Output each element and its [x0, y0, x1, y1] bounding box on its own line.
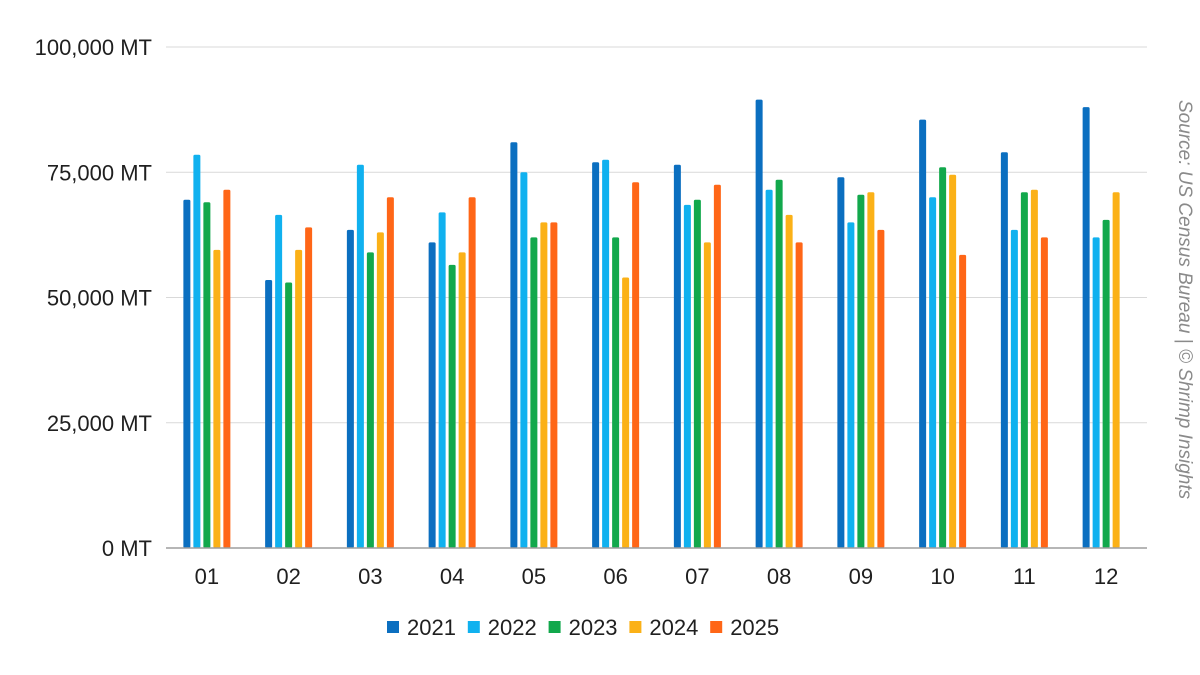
- bar-2022-04: [438, 212, 446, 548]
- x-tick-label: 05: [522, 564, 546, 589]
- bar-2025-03: [386, 197, 394, 549]
- bar-2022-01: [193, 154, 201, 548]
- bar-2024-02: [295, 249, 303, 548]
- x-tick-label: 04: [440, 564, 464, 589]
- legend-swatch: [710, 621, 723, 633]
- x-axis-ticks: 01 02 03 04 05 06 07 08 09 10 11 12: [195, 564, 1119, 589]
- legend-swatch: [467, 621, 480, 633]
- bar-2025-02: [305, 227, 313, 549]
- bar-2024-09: [867, 192, 875, 549]
- bar-2021-06: [592, 162, 600, 549]
- bar-2025-09: [877, 229, 885, 549]
- bar-2023-12: [1102, 219, 1110, 548]
- bar-2023-05: [530, 237, 538, 548]
- bar-2022-12: [1092, 237, 1100, 548]
- x-tick-label: 07: [685, 564, 709, 589]
- bar-2023-11: [1020, 192, 1028, 549]
- legend-item-2023: 2023: [548, 615, 618, 640]
- y-tick-label: 75,000 MT: [47, 160, 152, 185]
- legend-label: 2024: [649, 615, 698, 640]
- bar-2025-01: [223, 189, 231, 548]
- y-tick-label: 0 MT: [102, 536, 152, 561]
- bar-2022-03: [356, 164, 364, 549]
- legend-label: 2025: [730, 615, 779, 640]
- gridlines: [166, 46, 1147, 424]
- bar-2022-05: [520, 172, 528, 548]
- legend-swatch: [387, 621, 399, 633]
- bar-2024-05: [540, 222, 548, 548]
- x-tick-label: 01: [195, 564, 219, 589]
- bar-2025-08: [795, 242, 803, 548]
- legend-swatch: [548, 621, 561, 633]
- bar-2021-12: [1082, 107, 1090, 549]
- x-tick-label: 03: [358, 564, 382, 589]
- bar-2023-10: [939, 167, 947, 549]
- bar-2023-01: [203, 202, 211, 548]
- bar-2021-05: [510, 142, 518, 548]
- legend-label: 2022: [488, 615, 537, 640]
- bar-2023-02: [285, 282, 293, 548]
- x-tick-label: 10: [930, 564, 954, 589]
- bar-2021-01: [183, 199, 191, 548]
- bar-2025-04: [468, 197, 476, 549]
- x-tick-label: 08: [767, 564, 791, 589]
- bar-2021-03: [346, 229, 354, 549]
- y-tick-label: 25,000 MT: [47, 411, 152, 436]
- legend-item-2024: 2024: [629, 615, 698, 640]
- bar-2025-06: [632, 182, 640, 548]
- legend: 2021 2022 2023 2024 2025: [387, 615, 779, 640]
- x-tick-label: 09: [849, 564, 873, 589]
- bar-2022-07: [683, 204, 691, 548]
- bar-2021-11: [1000, 152, 1008, 548]
- bar-2021-09: [837, 177, 845, 548]
- bar-2021-07: [673, 164, 681, 549]
- y-tick-label: 100,000 MT: [35, 35, 152, 60]
- bar-2021-10: [919, 119, 927, 549]
- bar-2025-11: [1040, 237, 1048, 548]
- bar-2023-04: [448, 264, 456, 548]
- bar-2022-11: [1010, 229, 1018, 549]
- bar-2024-10: [949, 174, 957, 548]
- x-tick-label: 11: [1013, 564, 1036, 589]
- bar-2024-11: [1030, 189, 1038, 548]
- bar-2023-08: [775, 179, 783, 548]
- bar-2022-02: [275, 214, 283, 548]
- x-tick-label: 06: [603, 564, 627, 589]
- bar-2024-04: [458, 252, 466, 548]
- bar-2024-08: [785, 214, 793, 548]
- bars: [183, 99, 1120, 549]
- x-tick-label: 12: [1094, 564, 1118, 589]
- legend-swatch: [629, 621, 642, 633]
- y-tick-label: 50,000 MT: [47, 286, 152, 311]
- bar-2021-02: [265, 279, 273, 548]
- bar-2024-12: [1112, 192, 1120, 549]
- bar-2024-06: [622, 277, 630, 548]
- source-note: Source: US Census Bureau | © Shrimp Insi…: [1174, 100, 1195, 500]
- bar-2024-07: [703, 242, 711, 548]
- bar-2025-05: [550, 222, 558, 548]
- bar-2021-04: [428, 242, 436, 548]
- bar-2023-03: [366, 252, 374, 548]
- bar-2021-08: [755, 99, 763, 548]
- bar-2023-07: [693, 199, 701, 548]
- bar-2025-10: [959, 254, 967, 549]
- bar-2023-09: [857, 194, 865, 549]
- bar-2022-06: [602, 159, 610, 548]
- legend-label: 2023: [569, 615, 618, 640]
- bar-2025-07: [713, 184, 721, 548]
- y-axis-ticks: 0 MT 25,000 MT 50,000 MT 75,000 MT 100,000 M…: [35, 35, 152, 561]
- bar-2022-10: [929, 197, 937, 549]
- bar-2023-06: [612, 237, 620, 548]
- legend-item-2025: 2025: [710, 615, 779, 640]
- x-tick-label: 02: [276, 564, 300, 589]
- bar-2024-03: [376, 232, 384, 548]
- bar-2022-09: [847, 222, 855, 548]
- legend-item-2021: 2021: [387, 615, 456, 640]
- bar-2022-08: [765, 189, 773, 548]
- legend-item-2022: 2022: [467, 615, 537, 640]
- bar-2024-01: [213, 249, 221, 548]
- legend-label: 2021: [407, 615, 456, 640]
